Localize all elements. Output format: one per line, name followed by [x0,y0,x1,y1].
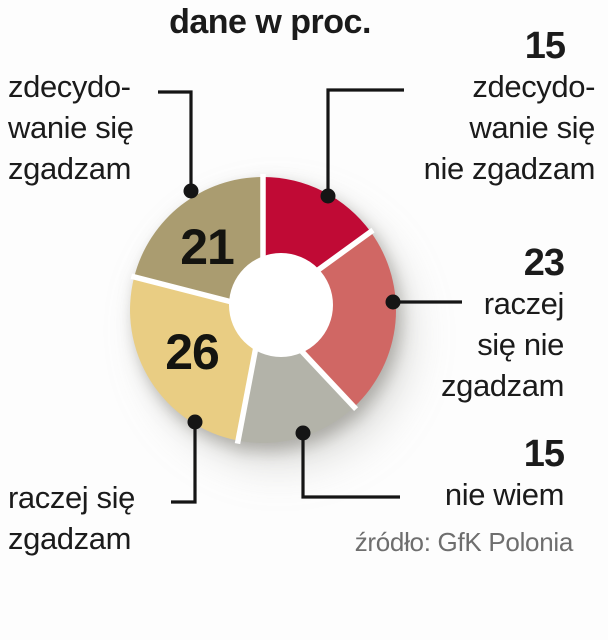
callout-dot-strong-disagree [320,188,336,204]
callout-strong-disagree: 15 zdecydo- wanie się nie zgadzam [423,25,596,189]
callout-label-line: zdecydo- [8,69,131,104]
chart-title: dane w proc. [169,3,371,41]
callout-dot-dont-know [295,425,311,441]
callout-dot-rather-agree [187,414,203,430]
callout-line-strong-disagree [326,88,404,196]
callout-value: 23 [523,242,565,284]
callout-label-line: raczej [483,286,565,321]
callout-line-rather-agree [171,422,197,504]
callout-label-line: zgadzam [8,521,131,556]
callout-rather-disagree: 23 raczej się nie zgadzam [441,242,565,406]
callout-value: 15 [523,433,565,475]
wedge-gap [130,273,264,313]
wedge-value-rather-agree: 26 [165,324,220,380]
callout-value: 15 [524,25,566,67]
wedge-value-strong-agree: 21 [180,219,235,275]
donut-wedges [130,174,397,445]
wedge-2 [238,310,354,443]
callout-line-strong-agree [158,90,193,191]
callout-label-line: zgadzam [8,151,131,186]
callout-dot-rather-disagree [385,294,401,310]
callout-rather-agree: raczej się zgadzam [8,477,135,559]
wedge-gap [234,309,266,445]
wedge-gap [260,308,359,411]
callout-label-line: raczej się [8,480,135,515]
callout-label-line: wanie się [469,110,595,145]
source-credit: źródło: GfK Polonia [354,527,574,557]
callout-strong-agree: zdecydo- wanie się zgadzam [8,66,134,189]
callout-dot-strong-agree [183,183,199,199]
callout-label-line: zdecydo- [472,69,595,104]
callout-dont-know: 15 nie wiem [444,433,565,515]
callout-line-dont-know [301,433,400,499]
callout-label-line: wanie się [8,110,134,145]
callout-label-line: nie zgadzam [423,151,596,186]
callout-label-line: się nie [477,327,564,362]
callout-connectors [158,88,462,504]
wedge-0 [263,177,371,310]
callout-label-line: zgadzam [441,368,564,403]
callout-label-line: nie wiem [444,477,565,512]
wedge-1 [263,231,397,407]
wedge-gap [261,227,375,313]
donut-hole [229,253,333,357]
